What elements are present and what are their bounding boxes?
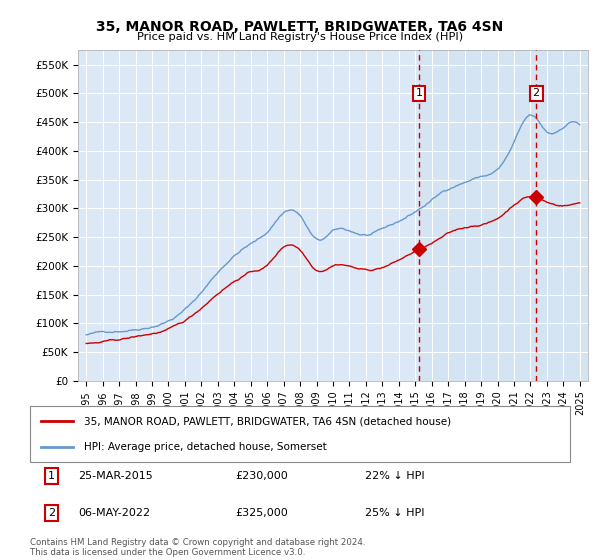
Text: Contains HM Land Registry data © Crown copyright and database right 2024.
This d: Contains HM Land Registry data © Crown c… xyxy=(30,538,365,557)
Text: £325,000: £325,000 xyxy=(235,508,288,518)
Text: 1: 1 xyxy=(48,471,55,481)
Text: Price paid vs. HM Land Registry's House Price Index (HPI): Price paid vs. HM Land Registry's House … xyxy=(137,32,463,42)
Text: 25% ↓ HPI: 25% ↓ HPI xyxy=(365,508,424,518)
Text: 2: 2 xyxy=(533,88,540,99)
Text: 1: 1 xyxy=(416,88,422,99)
Text: HPI: Average price, detached house, Somerset: HPI: Average price, detached house, Some… xyxy=(84,442,327,452)
Text: 2: 2 xyxy=(48,508,55,518)
Bar xyxy=(419,50,588,381)
Text: 06-MAY-2022: 06-MAY-2022 xyxy=(79,508,151,518)
Text: 35, MANOR ROAD, PAWLETT, BRIDGWATER, TA6 4SN: 35, MANOR ROAD, PAWLETT, BRIDGWATER, TA6… xyxy=(97,20,503,34)
Text: 25-MAR-2015: 25-MAR-2015 xyxy=(79,471,154,481)
Text: 35, MANOR ROAD, PAWLETT, BRIDGWATER, TA6 4SN (detached house): 35, MANOR ROAD, PAWLETT, BRIDGWATER, TA6… xyxy=(84,416,451,426)
Text: 22% ↓ HPI: 22% ↓ HPI xyxy=(365,471,424,481)
FancyBboxPatch shape xyxy=(30,406,570,462)
Text: £230,000: £230,000 xyxy=(235,471,288,481)
